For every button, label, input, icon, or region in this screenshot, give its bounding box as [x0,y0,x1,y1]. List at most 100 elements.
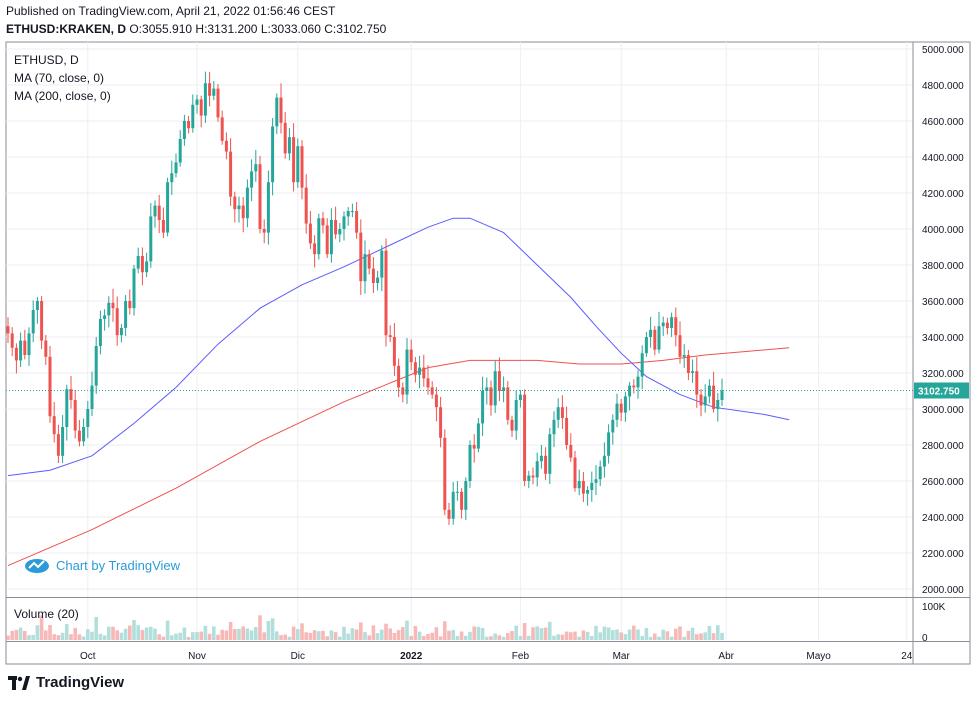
candle-body [397,365,401,388]
volume-bar [367,635,371,640]
high-label: H: [195,22,208,36]
candle-body [199,99,203,116]
candle-body [472,445,476,449]
volume-bar [699,633,703,640]
volume-bar [60,632,65,640]
volume-bar [342,626,346,640]
candle-body [539,455,543,462]
volume-bar [573,631,577,640]
candle-body [611,419,615,433]
y-tick-label: 4000.000 [922,225,964,236]
candle-body [661,322,665,327]
candle-body [128,301,132,309]
candle-body [300,146,304,188]
candle-body [602,455,606,467]
y-tick-label: 5000.000 [922,45,964,56]
high-value: 3131.200 [207,22,258,36]
candle-body [413,362,417,375]
volume-bar [363,632,367,640]
volume-bar [417,631,422,640]
volume-bar [598,632,602,640]
candle-body [86,409,90,427]
volume-bar [199,631,203,640]
candle-body [640,353,644,377]
x-tick-label: Mayo [806,651,831,662]
candle-body [304,187,308,224]
last-price-badge [914,382,969,399]
volume-bar [325,636,329,640]
candle-body [334,220,338,235]
x-tick-label: Dic [291,651,305,662]
volume-bar [52,634,56,640]
volume-bar [476,626,481,640]
candle-body [594,479,598,483]
volume-bar [161,636,166,640]
candle-body [581,481,585,494]
volume-bar [644,628,649,640]
volume-bar [388,628,392,640]
candle-body [514,400,518,431]
volume-bar [241,626,245,640]
volume-bar [329,630,334,640]
volume-bar [6,635,10,640]
volume-bar [207,633,212,640]
y-tick-label: 3800.000 [922,261,964,272]
candle-body [107,302,111,316]
candle-body [317,218,321,255]
volume-bar [216,634,220,640]
y-tick-label: 3600.000 [922,297,964,308]
candle-body [350,211,354,212]
candle-body [615,403,619,420]
candle-body [342,216,346,229]
candle-body [371,268,375,283]
volume-bar [65,624,69,640]
candle-body [493,371,497,406]
volume-bar [119,632,124,640]
candle-body [208,83,212,96]
candle-body [48,356,52,417]
y-tick-label: 4600.000 [922,117,964,128]
volume-bar [308,632,313,640]
volume-bar [350,628,355,640]
candle-body [573,457,577,489]
volume-bar [711,633,716,640]
tradingview-watermark[interactable]: Chart by TradingView [24,556,180,574]
candle-body [338,229,342,235]
candle-body [476,423,480,449]
candle-body [485,387,489,391]
watermark-text: Chart by TradingView [56,557,181,573]
candle-body [455,491,459,493]
volume-bar [434,627,439,640]
volume-bar [90,631,94,640]
candle-body [623,396,627,413]
candle-body [426,378,430,388]
volume-bar [451,629,455,640]
tradingview-logo-icon [8,675,30,690]
y-tick-label: 4400.000 [922,153,964,164]
volume-bar [228,621,233,640]
candle-body [61,427,65,456]
candle-body [10,333,14,348]
volume-bar [144,627,149,640]
candle-body [98,319,102,346]
candle-body [346,211,350,217]
volume-bar [23,631,27,640]
volume-bar [48,624,52,640]
chart-frame [5,41,971,665]
volume-bar [468,631,472,640]
candle-body [586,490,590,494]
candle-body [544,455,548,474]
footer-brand[interactable]: TradingView [8,674,124,691]
candle-body [287,137,291,154]
x-tick-label: Oct [80,651,96,662]
volume-bar [170,635,174,640]
candle-body [527,475,531,481]
volume-bar [493,633,497,640]
volume-bar [245,628,250,640]
volume-tick-label: 100K [922,602,946,613]
volume-bar [262,632,266,640]
volume-bar [321,630,325,640]
volume-bar [640,635,644,640]
candle-body [439,407,443,438]
